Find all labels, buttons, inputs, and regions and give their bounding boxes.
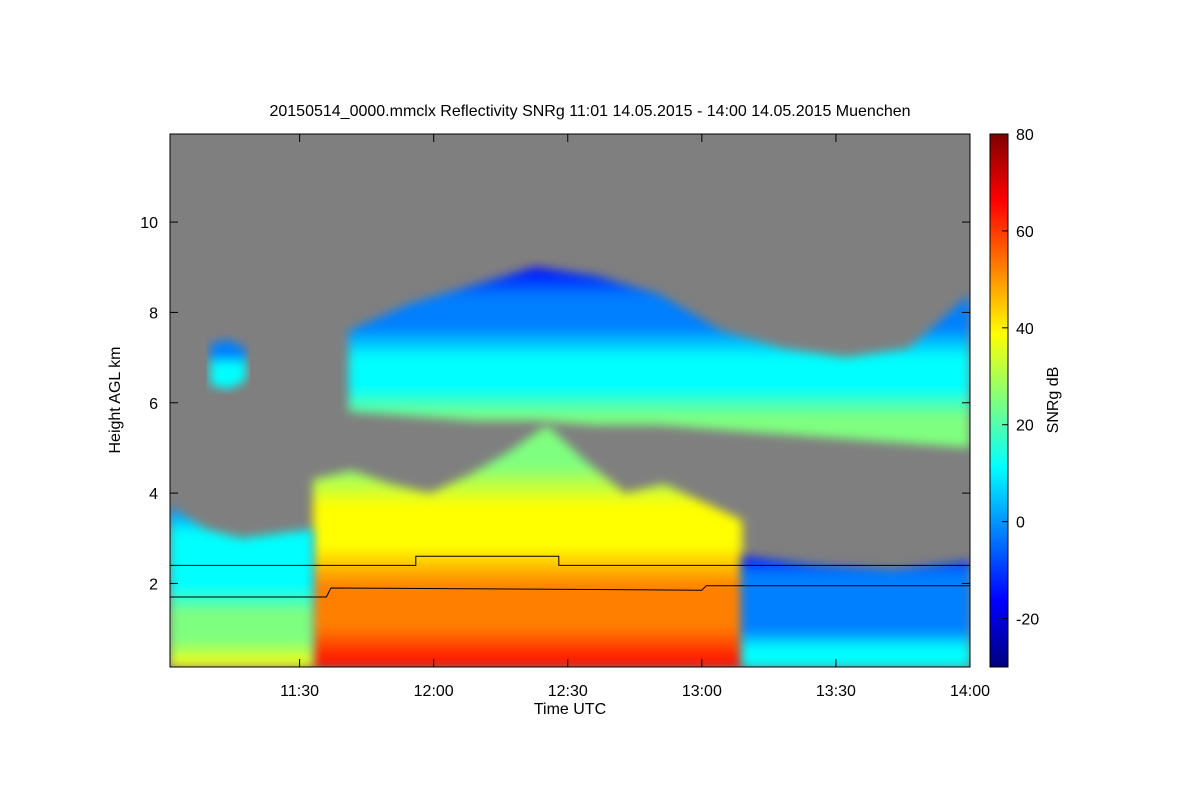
echo-region-main-convection <box>313 425 743 667</box>
x-tick-label: 13:30 <box>816 683 856 700</box>
echo-region-small-cloud-left <box>210 339 246 390</box>
chart-title: 20150514_0000.mmclx Reflectivity SNRg 11… <box>269 103 910 120</box>
x-tick-label: 14:00 <box>950 683 990 700</box>
x-tick-label: 12:00 <box>414 683 454 700</box>
y-tick-label: 6 <box>149 396 158 413</box>
colorbar-axis: -20 0 20 40 60 80 <box>1002 127 1039 629</box>
x-axis: 11:30 12:00 12:30 13:00 13:30 14:00 <box>280 134 990 700</box>
colorbar <box>989 133 1009 668</box>
y-tick-label: 4 <box>149 486 158 503</box>
y-axis-label: Height AGL km <box>107 346 124 453</box>
colorbar-label: SNRg dB <box>1045 367 1062 434</box>
echo-region-upper-cloud <box>348 267 970 448</box>
y-axis: 2 4 6 8 10 <box>140 215 970 593</box>
x-tick-label: 12:30 <box>548 683 588 700</box>
echo-region-low-left-layer <box>170 506 313 667</box>
colorbar-tick-label: 80 <box>1016 127 1034 144</box>
series-lines <box>170 555 970 598</box>
colorbar-tick-label: 40 <box>1016 321 1034 338</box>
series-line-2 <box>170 585 970 598</box>
echo-regions <box>170 267 970 667</box>
plot-frame <box>169 133 971 668</box>
x-axis-label: Time UTC <box>534 701 606 718</box>
colorbar-tick-label: -20 <box>1016 612 1039 629</box>
x-tick-label: 11:30 <box>280 683 319 700</box>
series-line-1 <box>170 555 970 566</box>
colorbar-tick-label: 20 <box>1016 418 1034 435</box>
colorbar-tick-label: 60 <box>1016 224 1034 241</box>
echo-region-right-low-echo <box>742 556 970 667</box>
y-tick-label: 10 <box>140 215 158 232</box>
x-tick-label: 13:00 <box>682 683 722 700</box>
y-tick-label: 8 <box>149 305 158 322</box>
y-tick-label: 2 <box>149 576 158 593</box>
colorbar-tick-label: 0 <box>1016 515 1025 532</box>
